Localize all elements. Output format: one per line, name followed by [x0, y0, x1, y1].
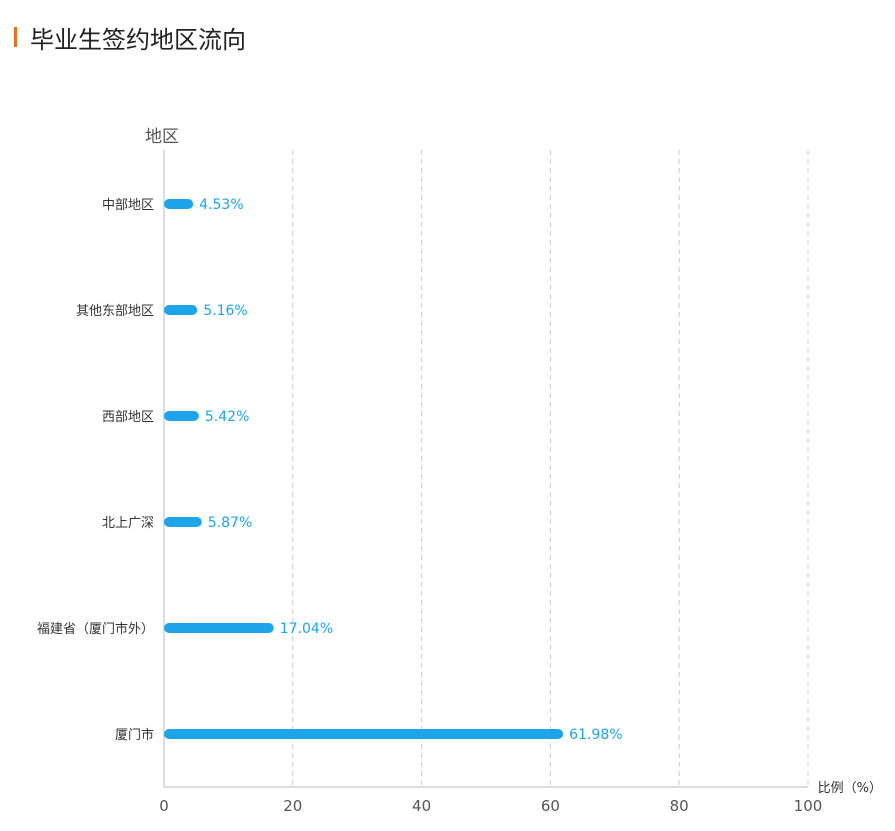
bar — [164, 729, 564, 739]
data-label: 5.42% — [205, 409, 249, 425]
bar — [164, 199, 194, 209]
x-axis-title: 比例（%） — [818, 781, 882, 796]
x-tick-label: 80 — [670, 797, 689, 815]
category-label: 北上广深 — [102, 516, 154, 531]
category-label: 中部地区 — [102, 198, 154, 213]
data-label: 4.53% — [199, 197, 243, 213]
x-tick-label: 40 — [412, 797, 431, 815]
data-label: 5.16% — [203, 303, 247, 319]
data-label: 5.87% — [208, 515, 252, 531]
x-tick-label: 100 — [794, 797, 823, 815]
data-label: 61.98% — [569, 727, 622, 743]
x-tick-label: 20 — [283, 797, 302, 815]
category-label: 厦门市 — [115, 727, 154, 743]
y-axis-title: 地区 — [145, 127, 179, 147]
category-label: 其他东部地区 — [76, 304, 154, 319]
title-accent-bar — [14, 27, 17, 47]
bar — [164, 411, 199, 421]
data-label: 17.04% — [280, 621, 333, 637]
category-label: 西部地区 — [102, 410, 154, 425]
x-tick-label: 0 — [159, 797, 169, 815]
category-label: 福建省（厦门市外） — [37, 621, 154, 637]
page-title: 毕业生签约地区流向 — [30, 26, 246, 54]
bar — [164, 623, 274, 633]
bar — [164, 305, 198, 315]
bar — [164, 517, 202, 527]
x-tick-label: 60 — [541, 797, 560, 815]
